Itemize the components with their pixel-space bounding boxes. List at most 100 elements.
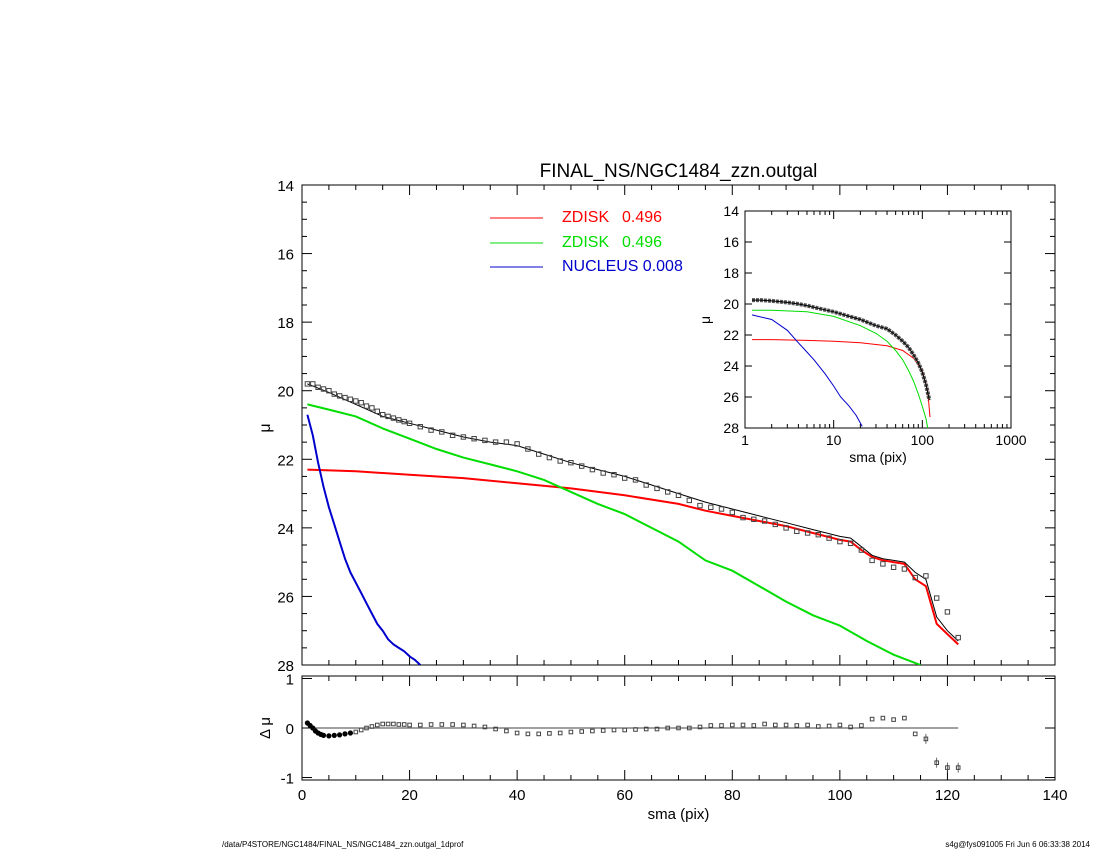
data-point (439, 429, 445, 435)
data-point (708, 504, 714, 511)
residual-point (396, 722, 402, 727)
data-point (304, 381, 311, 387)
residual-point (450, 722, 455, 727)
residual-point (482, 724, 488, 730)
data-point (804, 530, 811, 536)
residual-point (342, 731, 348, 737)
residual-xtick-label: 0 (298, 787, 306, 804)
residual-point (337, 732, 343, 738)
data-point (826, 535, 832, 541)
data-point (955, 634, 961, 641)
residual-ytick-label: -1 (281, 771, 294, 788)
data-point (546, 454, 553, 461)
data-point (697, 502, 703, 509)
data-point (428, 427, 434, 433)
data-point (622, 475, 628, 481)
residual-point (439, 722, 445, 727)
footer-timestamp: s4g@fys091005 Fri Jun 6 06:33:38 2014 (945, 840, 1090, 849)
residual-point (568, 729, 574, 735)
residual-ytick-label: 0 (286, 721, 294, 738)
data-point (310, 381, 316, 387)
data-point (729, 509, 735, 516)
data-point (369, 405, 375, 411)
residual-point (326, 733, 332, 739)
inset-ytick-label: 28 (723, 420, 739, 436)
data-point (358, 400, 364, 406)
data-point (718, 506, 725, 512)
inset-zdisk-green-line (752, 309, 929, 428)
data-point (315, 384, 321, 391)
data-point (557, 458, 563, 464)
legend-label: ZDISK (562, 234, 609, 251)
residual-point (912, 731, 918, 737)
residual-point (622, 727, 628, 733)
data-point (901, 566, 908, 572)
inset-ytick-label: 16 (723, 234, 739, 250)
data-point (406, 420, 413, 427)
residual-point (665, 725, 671, 731)
legend-value: 0.496 (622, 209, 662, 226)
inset-ylabel: μ (697, 316, 713, 324)
data-point (471, 436, 477, 442)
residual-ylabel: Δ μ (257, 717, 274, 739)
inset-xtick-label: 1 (741, 432, 749, 448)
data-point (944, 609, 951, 615)
residual-point (504, 728, 509, 734)
residual-point (794, 723, 800, 728)
residual-point (525, 731, 531, 737)
inset-ytick-label: 20 (723, 296, 739, 312)
residual-point (708, 723, 714, 728)
residual-point (816, 724, 821, 729)
data-point (492, 439, 499, 445)
residual-point (418, 722, 423, 728)
main-ytick-label: 20 (277, 384, 294, 401)
data-point (847, 540, 854, 546)
data-point (643, 482, 649, 488)
residual-point (369, 724, 375, 729)
residual-point (514, 730, 520, 736)
data-point (890, 564, 897, 570)
data-point (858, 547, 865, 553)
residual-point (783, 722, 789, 728)
residual-point (848, 724, 853, 730)
inset-ytick-label: 18 (723, 265, 739, 281)
data-point (923, 573, 929, 579)
residual-point (428, 722, 434, 727)
residual-point (859, 723, 864, 728)
main-ytick-label: 22 (277, 452, 294, 469)
main-curves (304, 381, 961, 665)
data-point (326, 388, 332, 394)
legend-value: 0.008 (643, 258, 683, 275)
residual-point (401, 722, 407, 727)
residual-point (633, 727, 638, 732)
data-point (589, 466, 596, 473)
main-ytick-label: 24 (277, 521, 294, 538)
data-point (401, 418, 407, 425)
data-point (751, 516, 757, 522)
total-model-line (307, 383, 959, 642)
data-point (880, 561, 886, 567)
data-point (353, 398, 359, 404)
residual-xtick-label: 120 (935, 787, 960, 804)
main-ytick-label: 18 (277, 315, 294, 332)
residual-point (391, 721, 396, 727)
data-point (380, 412, 386, 418)
residual-point (676, 725, 681, 731)
data-point (934, 595, 940, 601)
data-point (449, 432, 456, 439)
residual-ytick-label: 1 (286, 671, 294, 688)
data-point (525, 446, 531, 452)
main-ytick-label: 26 (277, 589, 294, 606)
data-point (579, 463, 585, 469)
inset-xlabel: sma (pix) (849, 449, 907, 465)
residual-point (347, 730, 353, 736)
data-point (632, 477, 639, 483)
inset-ytick-label: 22 (723, 327, 739, 343)
residual-point (557, 730, 563, 736)
main-ylabel: μ (257, 423, 274, 432)
inset-ytick-label: 14 (723, 203, 739, 219)
residual-point (902, 715, 907, 721)
residual-point (730, 722, 735, 728)
residual-point (762, 721, 767, 727)
